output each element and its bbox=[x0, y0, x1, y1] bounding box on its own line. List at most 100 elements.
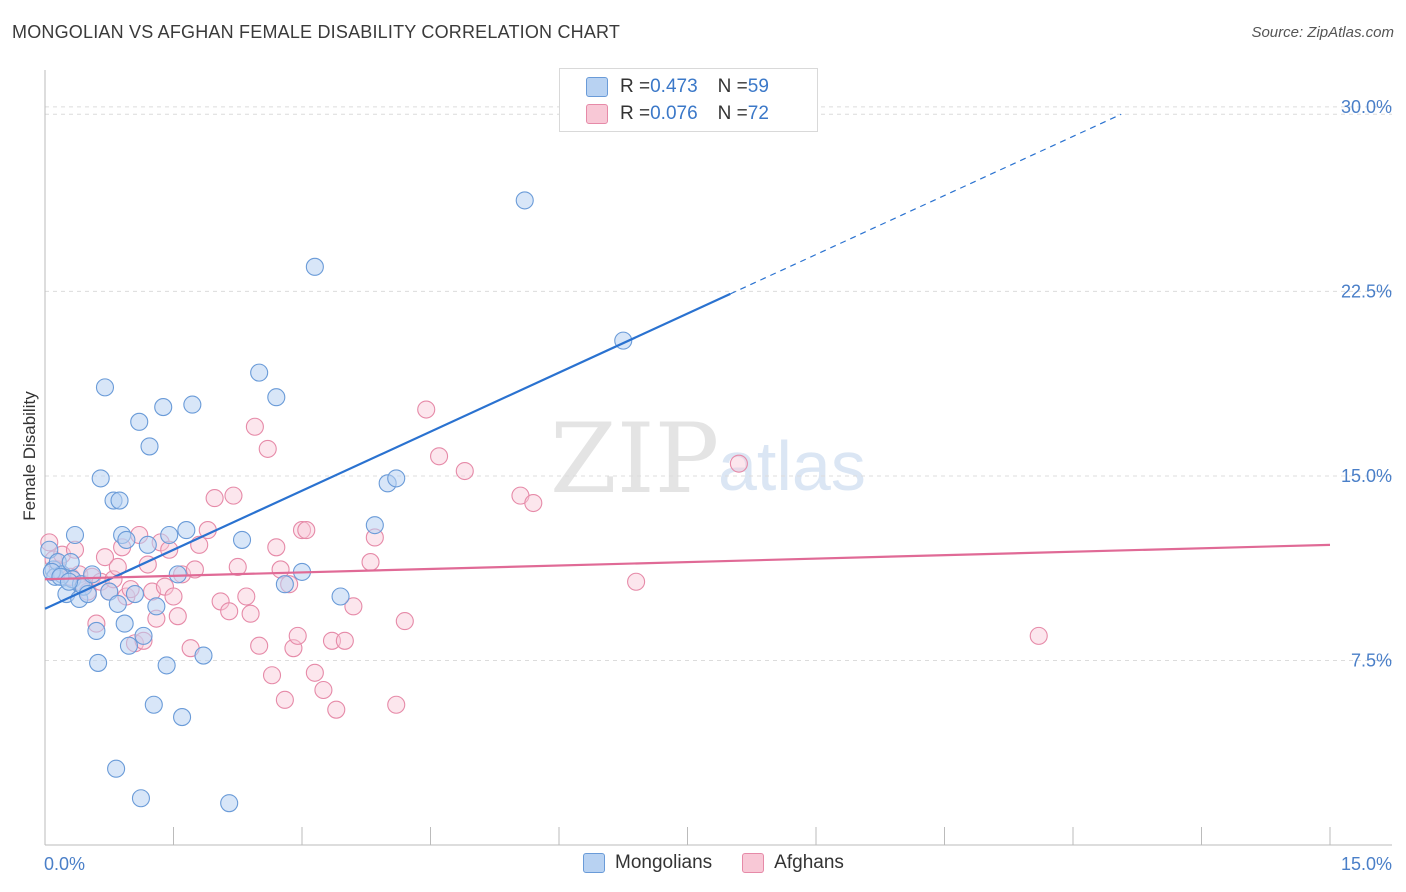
mongolian-trend-line bbox=[44, 292, 731, 610]
afghan-point bbox=[455, 461, 474, 481]
mongolian-point bbox=[331, 587, 350, 606]
mongolian-point bbox=[110, 491, 129, 510]
afghan-point bbox=[220, 602, 239, 621]
mongolian-point bbox=[232, 530, 252, 549]
chart-title: MONGOLIAN VS AFGHAN FEMALE DISABILITY CO… bbox=[12, 22, 621, 42]
mongolian-point bbox=[160, 525, 179, 545]
mongolian-point bbox=[250, 363, 269, 382]
mongolian-point bbox=[157, 656, 176, 675]
afghan-point bbox=[95, 548, 115, 567]
afghan-point bbox=[417, 400, 436, 419]
y-tick-label: 30.0% bbox=[1341, 97, 1392, 117]
mongolian-point bbox=[134, 626, 153, 645]
afghan-point bbox=[250, 636, 269, 655]
afghan-point bbox=[361, 553, 380, 572]
mongolian-point bbox=[89, 653, 108, 672]
afghan-point bbox=[241, 604, 260, 623]
afghan-point bbox=[275, 690, 294, 709]
y-tick-label: 15.0% bbox=[1341, 466, 1392, 486]
x-tick-label: 15.0% bbox=[1341, 854, 1392, 874]
mongolian-point bbox=[144, 695, 163, 714]
afghan-point bbox=[327, 700, 346, 719]
mongolian-point bbox=[220, 794, 239, 813]
x-tick-label: 0.0% bbox=[44, 854, 85, 874]
mongolian-point bbox=[119, 636, 139, 655]
legend-n-value-mongolian: 59 bbox=[747, 76, 769, 97]
gridlines bbox=[45, 106, 1392, 661]
watermark-atlas: atlas bbox=[718, 427, 866, 505]
legend-swatch-afghan bbox=[586, 104, 608, 124]
legend-r-label: R = bbox=[620, 76, 651, 97]
mongolian-point bbox=[194, 646, 213, 665]
mongolian-point bbox=[108, 594, 127, 613]
series-legend-mongolians[interactable]: Mongolians bbox=[583, 852, 712, 874]
mongolian-points bbox=[40, 191, 633, 813]
mongolian-point bbox=[365, 516, 384, 535]
mongolian-point bbox=[59, 572, 79, 591]
legend-r-value-afghan: 0.076 bbox=[650, 103, 698, 124]
afghan-point bbox=[314, 680, 333, 700]
mongolian-point bbox=[83, 565, 102, 584]
afghan-point bbox=[288, 626, 307, 645]
mongolian-point bbox=[87, 621, 106, 641]
legend-row-afghan: R = 0.076 N = 72 bbox=[586, 102, 769, 126]
series-label-mongolians: Mongolians bbox=[615, 852, 713, 873]
afghan-point bbox=[164, 587, 183, 606]
mongolian-point bbox=[115, 614, 134, 633]
mongolian-point bbox=[147, 597, 166, 616]
y-tick-label: 7.5% bbox=[1351, 650, 1392, 670]
legend-row-mongolian: R = 0.473 N = 59 bbox=[586, 75, 769, 99]
afghan-point bbox=[168, 607, 187, 626]
afghan-point bbox=[228, 557, 247, 577]
afghan-point bbox=[237, 587, 256, 606]
mongolian-point bbox=[61, 553, 80, 572]
afghan-point bbox=[344, 597, 363, 616]
afghan-point bbox=[224, 486, 243, 505]
mongolian-point bbox=[168, 565, 187, 584]
afghan-point bbox=[297, 521, 316, 540]
afghan-point bbox=[430, 447, 449, 466]
series-legend-afghans[interactable]: Afghans bbox=[742, 852, 844, 874]
afghan-point bbox=[205, 489, 224, 508]
legend-r-label: R = bbox=[620, 103, 651, 124]
mongolian-point bbox=[305, 257, 324, 276]
mongolian-point bbox=[138, 535, 157, 554]
legend-n-label: N = bbox=[717, 103, 748, 124]
mongolian-point bbox=[117, 530, 136, 549]
mongolian-trend-extension bbox=[730, 113, 1122, 295]
afghan-point bbox=[322, 631, 342, 650]
mongolian-point bbox=[91, 469, 110, 488]
trend-lines bbox=[44, 113, 1331, 610]
afghan-point bbox=[292, 521, 312, 540]
legend-n-value-afghan: 72 bbox=[747, 103, 769, 124]
afghan-point bbox=[245, 417, 264, 436]
mongolian-point bbox=[40, 540, 59, 559]
afghan-point bbox=[267, 538, 286, 557]
mongolian-point bbox=[154, 398, 173, 417]
mongolian-point bbox=[130, 412, 149, 431]
afghan-point bbox=[729, 454, 748, 473]
mongolian-point bbox=[131, 789, 150, 808]
series-swatch-mongolians bbox=[583, 853, 605, 873]
afghan-trend-line bbox=[44, 543, 1331, 581]
series-swatch-afghans bbox=[742, 853, 765, 873]
legend-r-value-mongolian: 0.473 bbox=[650, 76, 698, 97]
afghan-points bbox=[40, 400, 1048, 719]
mongolian-point bbox=[65, 525, 85, 545]
afghan-point bbox=[258, 439, 277, 458]
afghan-point bbox=[395, 612, 414, 631]
mongolian-point bbox=[177, 521, 196, 540]
source-label: Source: ZipAtlas.com bbox=[1251, 24, 1394, 41]
afghan-point bbox=[1029, 626, 1048, 645]
mongolian-point bbox=[95, 378, 115, 397]
legend-n-label: N = bbox=[717, 76, 748, 97]
watermark-zip: ZIP bbox=[550, 403, 719, 515]
series-legend: Mongolians Afghans bbox=[583, 852, 874, 874]
afghan-point bbox=[627, 572, 646, 591]
mongolian-point bbox=[125, 584, 144, 604]
mongolian-point bbox=[275, 575, 294, 594]
legend-swatch-mongolian bbox=[586, 77, 608, 97]
mongolian-point bbox=[183, 395, 202, 414]
afghan-point bbox=[524, 493, 543, 513]
